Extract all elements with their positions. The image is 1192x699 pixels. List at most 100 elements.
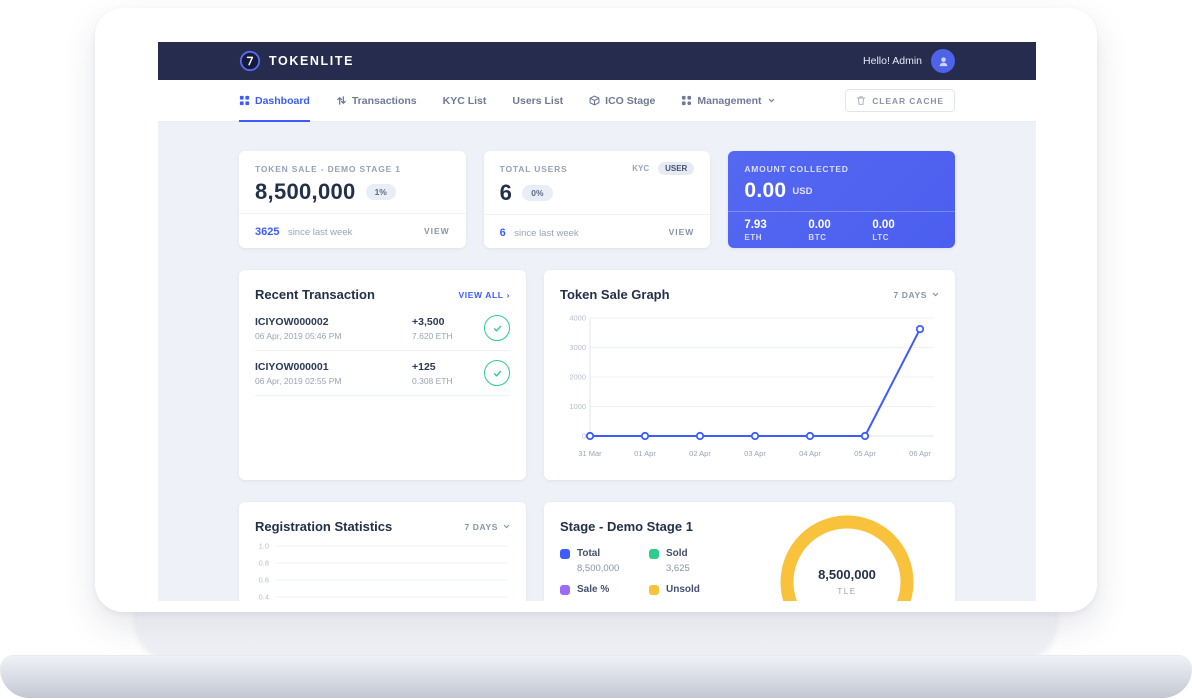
transaction-status-badge: [484, 315, 510, 341]
range-dropdown[interactable]: 7 DAYS: [893, 290, 939, 300]
breakdown-unit: BTC: [808, 233, 827, 242]
trash-icon: [857, 96, 866, 105]
main-nav: Dashboard Transactions KYC List Users Li…: [158, 80, 1036, 122]
svg-text:04 Apr: 04 Apr: [799, 449, 821, 458]
range-label: 7 DAYS: [893, 289, 927, 300]
svg-text:01 Apr: 01 Apr: [634, 449, 656, 458]
clear-cache-button[interactable]: CLEAR CACHE: [845, 89, 955, 112]
legend-swatch: [649, 584, 659, 595]
token-sale-badge: 1%: [365, 184, 396, 200]
view-all-link[interactable]: VIEW ALL ›: [458, 290, 510, 300]
token-sale-line-chart: 0 1000 2000 3000 4000 31 Mar 01 Apr 02 Apr 03 Ap…: [569, 314, 934, 458]
transaction-row[interactable]: ICIYOW000002 06 Apr, 2019 05:46 PM +3,50…: [255, 306, 510, 351]
greeting-text: Hello! Admin: [863, 55, 922, 67]
currency-breakdown: 7.93 ETH 0.00 BTC 0.00 LTC: [744, 212, 939, 242]
x-tick-labels: 31 Mar 01 Apr 02 Apr 03 Apr 04 Apr 05 Apr 06 A…: [578, 449, 931, 458]
legend-item-sale-percent: Sale %: [560, 584, 649, 601]
laptop-base: [0, 655, 1192, 698]
nav-item-label: ICO Stage: [605, 94, 656, 107]
panel-title: Recent Transaction: [255, 287, 375, 302]
legend-item-unsold: Unsold: [649, 584, 738, 601]
breakdown-unit: ETH: [744, 233, 763, 242]
gauge-ring: [780, 515, 914, 601]
amount-collected-card: AMOUNT COLLECTED 0.00 USD 7.93 ETH 0.00: [728, 151, 956, 248]
avatar[interactable]: [931, 49, 955, 73]
dashboard-content: TOKEN SALE - DEMO STAGE 1 8,500,000 1% 3…: [158, 122, 1036, 601]
total-users-delta: 6: [499, 227, 506, 239]
middle-row: Recent Transaction VIEW ALL › ICIYOW0000…: [239, 270, 955, 480]
total-users-view-link[interactable]: VIEW: [668, 227, 695, 237]
grid-icon: [239, 95, 250, 106]
panel-title: Stage - Demo Stage 1: [560, 519, 693, 534]
gauge-unit: TLE: [837, 587, 856, 596]
nav-item-kyc-list[interactable]: KYC List: [443, 80, 487, 121]
legend-label: Sold: [666, 548, 688, 559]
legend-item-sold: Sold 3,625: [649, 548, 738, 574]
range-label: 7 DAYS: [464, 521, 498, 532]
series-line: [590, 328, 921, 437]
panel-title: Registration Statistics: [255, 519, 393, 534]
transaction-id: ICIYOW000001: [255, 360, 329, 373]
nav-item-management[interactable]: Management: [681, 80, 774, 121]
breakdown-eth: 7.93 ETH: [744, 219, 808, 242]
svg-text:0: 0: [582, 432, 586, 441]
legend-swatch: [649, 548, 659, 559]
series-points: [585, 324, 925, 441]
transactions-list: ICIYOW000002 06 Apr, 2019 05:46 PM +3,50…: [255, 306, 510, 396]
legend-value: [666, 599, 738, 601]
svg-text:05 Apr: 05 Apr: [854, 449, 876, 458]
nav-item-label: KYC List: [442, 94, 487, 107]
breakdown-value: 0.00: [872, 219, 895, 231]
nav-item-dashboard[interactable]: Dashboard: [239, 80, 310, 122]
recent-transactions-card: Recent Transaction VIEW ALL › ICIYOW0000…: [239, 270, 526, 480]
stage-gauge: 8,500,000 TLE: [777, 515, 917, 601]
registration-statistics-card: Registration Statistics 7 DAYS 1.0 0.8 0.6…: [239, 502, 526, 601]
apps-icon: [682, 95, 692, 106]
y-tick-labels: 0 1000 2000 3000 4000: [569, 314, 586, 441]
nav-item-label: Users List: [512, 94, 564, 107]
divider: [239, 213, 466, 214]
toggle-option-user[interactable]: USER: [658, 162, 695, 175]
toggle-option-kyc[interactable]: KYC: [632, 164, 650, 173]
token-sale-view-link[interactable]: VIEW: [423, 226, 450, 236]
stat-label: AMOUNT COLLECTED: [744, 164, 849, 174]
range-dropdown[interactable]: 7 DAYS: [464, 522, 510, 532]
legend-value: 8,500,000: [577, 563, 620, 574]
divider: [483, 214, 711, 215]
nav-item-transactions[interactable]: Transactions: [336, 80, 417, 121]
nav-item-users-list[interactable]: Users List: [512, 80, 563, 121]
transaction-row[interactable]: ICIYOW000001 06 Apr, 2019 02:55 PM +125 …: [255, 351, 510, 396]
transaction-id: ICIYOW000002: [255, 315, 329, 328]
amount-collected-value: 0.00: [744, 179, 787, 202]
stage-legend: Total 8,500,000 Sold 3,625: [560, 548, 939, 601]
nav-item-label: Transactions: [351, 94, 417, 107]
svg-text:02 Apr: 02 Apr: [689, 449, 711, 458]
user-icon: [939, 56, 947, 66]
total-users-badge: 0%: [522, 185, 553, 201]
svg-text:3000: 3000: [569, 343, 586, 352]
transaction-amount: +3,500: [412, 315, 445, 328]
svg-text:4000: 4000: [569, 314, 586, 323]
token-sale-stat-card: TOKEN SALE - DEMO STAGE 1 8,500,000 1% 3…: [239, 151, 466, 248]
nav-item-ico-stage[interactable]: ICO Stage: [589, 80, 655, 121]
legend-label: Total: [577, 548, 601, 559]
brand-name: TOKENLITE: [269, 54, 355, 68]
token-sale-graph-card: Token Sale Graph 7 DAYS 0 1000 2000 3000 400…: [544, 270, 955, 480]
chevron-down-icon: [768, 98, 774, 103]
breakdown-ltc: 0.00 LTC: [872, 219, 936, 242]
legend-value: [577, 599, 649, 601]
legend-item-total: Total 8,500,000: [560, 548, 649, 574]
registration-chart: 1.00.80.60.40.20.0: [259, 542, 508, 601]
svg-text:0.6: 0.6: [259, 576, 269, 585]
stats-row: TOKEN SALE - DEMO STAGE 1 8,500,000 1% 3…: [239, 151, 956, 248]
app-screen: TOKENLITE Hello! Admin: [158, 42, 1036, 601]
legend-swatch: [560, 584, 570, 595]
legend-label: Unsold: [666, 584, 700, 595]
cube-icon: [589, 95, 600, 106]
amount-collected-currency: USD: [792, 185, 813, 197]
token-sale-value: 8,500,000: [255, 179, 356, 204]
stat-label: TOTAL USERS: [499, 164, 568, 174]
brand[interactable]: TOKENLITE: [239, 50, 354, 72]
panel-title: Token Sale Graph: [560, 287, 670, 302]
